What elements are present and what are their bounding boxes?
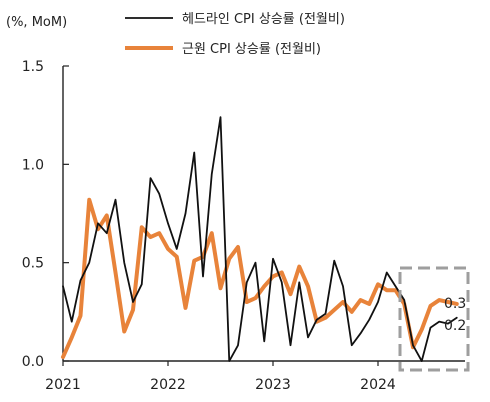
annotation-core-value: 0.3 [444, 296, 466, 312]
y-tick-label: 1.5 [22, 59, 44, 75]
legend-label-core: 근원 CPI 상승률 (전월비) [182, 42, 321, 57]
x-tick-label: 2024 [360, 377, 396, 393]
series-line-headline-cpi [62, 116, 458, 362]
legend: 헤드라인 CPI 상승률 (전월비) 근원 CPI 상승률 (전월비) [125, 12, 345, 57]
legend-label-headline: 헤드라인 CPI 상승률 (전월비) [182, 12, 345, 27]
y-tick-label: 0.5 [22, 256, 44, 272]
highlight-box [398, 266, 470, 372]
y-unit-label: (%, MoM) [6, 15, 67, 30]
x-axis-ticks: 2021 2022 2023 2024 [45, 361, 396, 393]
y-tick-label: 0.0 [22, 354, 44, 370]
y-tick-label: 1.0 [22, 157, 44, 173]
x-tick-label: 2022 [150, 377, 186, 393]
x-tick-label: 2021 [45, 377, 81, 393]
y-axis-ticks: 0.0 0.5 1.0 1.5 [22, 59, 69, 370]
x-tick-label: 2023 [255, 377, 291, 393]
series-layer [61, 116, 459, 362]
series-line-core-cpi [61, 197, 459, 360]
annotation-headline-value: 0.2 [444, 318, 466, 334]
